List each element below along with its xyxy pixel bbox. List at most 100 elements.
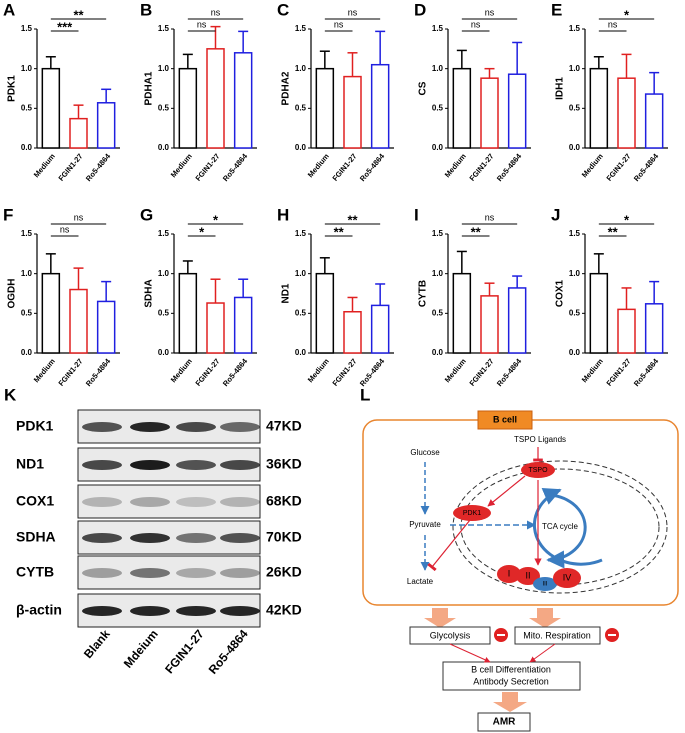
box-label: Glycolysis (430, 630, 471, 640)
band (220, 568, 260, 578)
size-label: 36KD (266, 456, 302, 472)
bar (69, 117, 88, 149)
bar (617, 308, 636, 354)
y-tick-label: 1.0 (569, 64, 581, 73)
x-tick-label: FGIN1-27 (56, 357, 84, 388)
x-tick-label: Medium (443, 357, 468, 385)
bar (178, 67, 198, 149)
node-label: Glucose (410, 448, 440, 457)
node-label: TCA cycle (542, 522, 579, 531)
bar (206, 48, 225, 149)
pdk1-node (453, 505, 491, 521)
panel-letter: K (4, 385, 17, 404)
x-tick-label: Ro5-4864 (358, 356, 387, 388)
y-tick-label: 0.0 (158, 348, 170, 357)
panel-letter: I (414, 205, 419, 224)
x-tick-label: Medium (580, 357, 605, 385)
protein-label: SDHA (16, 529, 56, 545)
significance-label: ** (334, 224, 345, 239)
significance-label: ** (347, 212, 358, 227)
y-tick-label: 0.5 (569, 103, 581, 112)
x-tick-label: FGIN1-27 (56, 152, 84, 183)
bar (315, 272, 335, 354)
complex-label: II (525, 570, 530, 580)
band (82, 606, 122, 616)
complex (516, 567, 540, 585)
significance-label: ns (60, 224, 70, 234)
arrow (529, 643, 556, 663)
y-axis-label: COX1 (555, 279, 566, 307)
x-tick-label: Medium (32, 357, 57, 385)
x-tick-label: Medium (306, 357, 331, 385)
bar (644, 303, 664, 354)
box-label: Mito. Respiration (523, 630, 591, 640)
x-tick-label: FGIN1-27 (604, 357, 632, 388)
significance-label: ns (211, 7, 221, 17)
x-tick-label: Ro5-4864 (358, 151, 387, 183)
cell-label: B cell (493, 414, 517, 424)
blot-frame (77, 484, 261, 519)
bar (507, 287, 527, 354)
band (176, 497, 216, 507)
protein-label: ND1 (16, 456, 44, 472)
x-tick-label: FGIN1-27 (330, 357, 358, 388)
significance-label: ns (485, 212, 495, 222)
size-label: 70KD (266, 529, 302, 545)
y-tick-label: 1.5 (21, 229, 33, 238)
band (220, 460, 260, 470)
x-tick-label: Medium (580, 152, 605, 180)
y-tick-label: 1.0 (21, 269, 33, 278)
x-tick-label: FGIN1-27 (193, 357, 221, 388)
band (82, 460, 122, 470)
minus-bar (497, 634, 505, 636)
y-axis-label: CYTB (418, 280, 429, 307)
y-tick-label: 0.5 (21, 103, 33, 112)
y-tick-label: 1.0 (432, 269, 444, 278)
protein-label: COX1 (16, 493, 54, 509)
y-tick-label: 0.5 (569, 308, 581, 317)
band (220, 606, 260, 616)
y-tick-label: 0.0 (21, 348, 33, 357)
significance-label: ns (471, 19, 481, 29)
x-tick-label: FGIN1-27 (330, 152, 358, 183)
x-tick-label: Medium (443, 152, 468, 180)
box-label: AMR (493, 717, 517, 728)
bar (452, 67, 472, 149)
node-label: Pyruvate (409, 520, 441, 529)
y-tick-label: 1.5 (569, 229, 581, 238)
bar (370, 304, 390, 354)
big-arrow (424, 608, 456, 628)
size-label: 68KD (266, 493, 302, 509)
y-tick-label: 1.5 (569, 24, 581, 33)
band (130, 568, 170, 578)
panel-letter: D (414, 0, 426, 19)
complex-label: I (508, 568, 511, 578)
x-tick-label: Ro5-4864 (84, 151, 113, 183)
significance-label: * (199, 224, 205, 239)
bar (589, 67, 609, 149)
y-tick-label: 0.5 (158, 103, 170, 112)
band (130, 460, 170, 470)
x-tick-label: FGIN1-27 (604, 152, 632, 183)
x-tick-label: Ro5-4864 (221, 151, 250, 183)
node-label: TSPO (528, 467, 548, 474)
bar (589, 272, 609, 354)
panel-letter: J (551, 205, 560, 224)
size-label: 42KD (266, 602, 302, 618)
box-label: B cell Differentiation (471, 664, 551, 674)
significance-label: * (213, 212, 219, 227)
bar (370, 63, 390, 149)
x-tick-label: Ro5-4864 (495, 356, 524, 388)
y-axis-label: IDH1 (555, 77, 566, 100)
lane-label: FGIN1-27 (162, 627, 207, 677)
significance-label: ** (608, 224, 619, 239)
x-tick-label: Medium (32, 152, 57, 180)
y-tick-label: 1.5 (295, 24, 307, 33)
y-tick-label: 0.0 (569, 143, 581, 152)
box (514, 626, 601, 645)
complex (553, 568, 581, 588)
y-tick-label: 1.0 (158, 64, 170, 73)
y-tick-label: 1.0 (569, 269, 581, 278)
band (130, 422, 170, 432)
significance-label: ** (73, 7, 84, 22)
